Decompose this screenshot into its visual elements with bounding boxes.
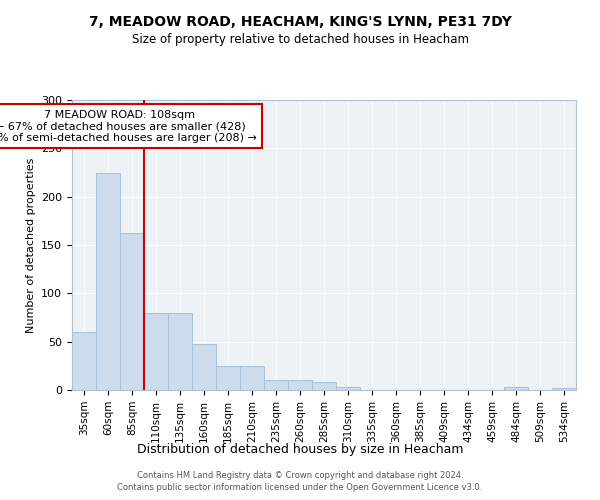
Bar: [216, 366, 240, 390]
Text: Distribution of detached houses by size in Heacham: Distribution of detached houses by size …: [137, 442, 463, 456]
Text: 7 MEADOW ROAD: 108sqm
← 67% of detached houses are smaller (428)
33% of semi-det: 7 MEADOW ROAD: 108sqm ← 67% of detached …: [0, 110, 256, 143]
Bar: [264, 380, 288, 390]
Bar: [96, 172, 120, 390]
Y-axis label: Number of detached properties: Number of detached properties: [26, 158, 35, 332]
Text: Contains HM Land Registry data © Crown copyright and database right 2024.: Contains HM Land Registry data © Crown c…: [137, 471, 463, 480]
Bar: [552, 388, 576, 390]
Bar: [144, 312, 168, 390]
Bar: [288, 380, 312, 390]
Bar: [336, 387, 360, 390]
Bar: [240, 366, 264, 390]
Text: 7, MEADOW ROAD, HEACHAM, KING'S LYNN, PE31 7DY: 7, MEADOW ROAD, HEACHAM, KING'S LYNN, PE…: [89, 15, 511, 29]
Bar: [72, 332, 96, 390]
Text: Contains public sector information licensed under the Open Government Licence v3: Contains public sector information licen…: [118, 484, 482, 492]
Bar: [168, 312, 192, 390]
Bar: [120, 234, 144, 390]
Bar: [312, 382, 336, 390]
Text: Size of property relative to detached houses in Heacham: Size of property relative to detached ho…: [131, 32, 469, 46]
Bar: [192, 344, 216, 390]
Bar: [504, 387, 528, 390]
